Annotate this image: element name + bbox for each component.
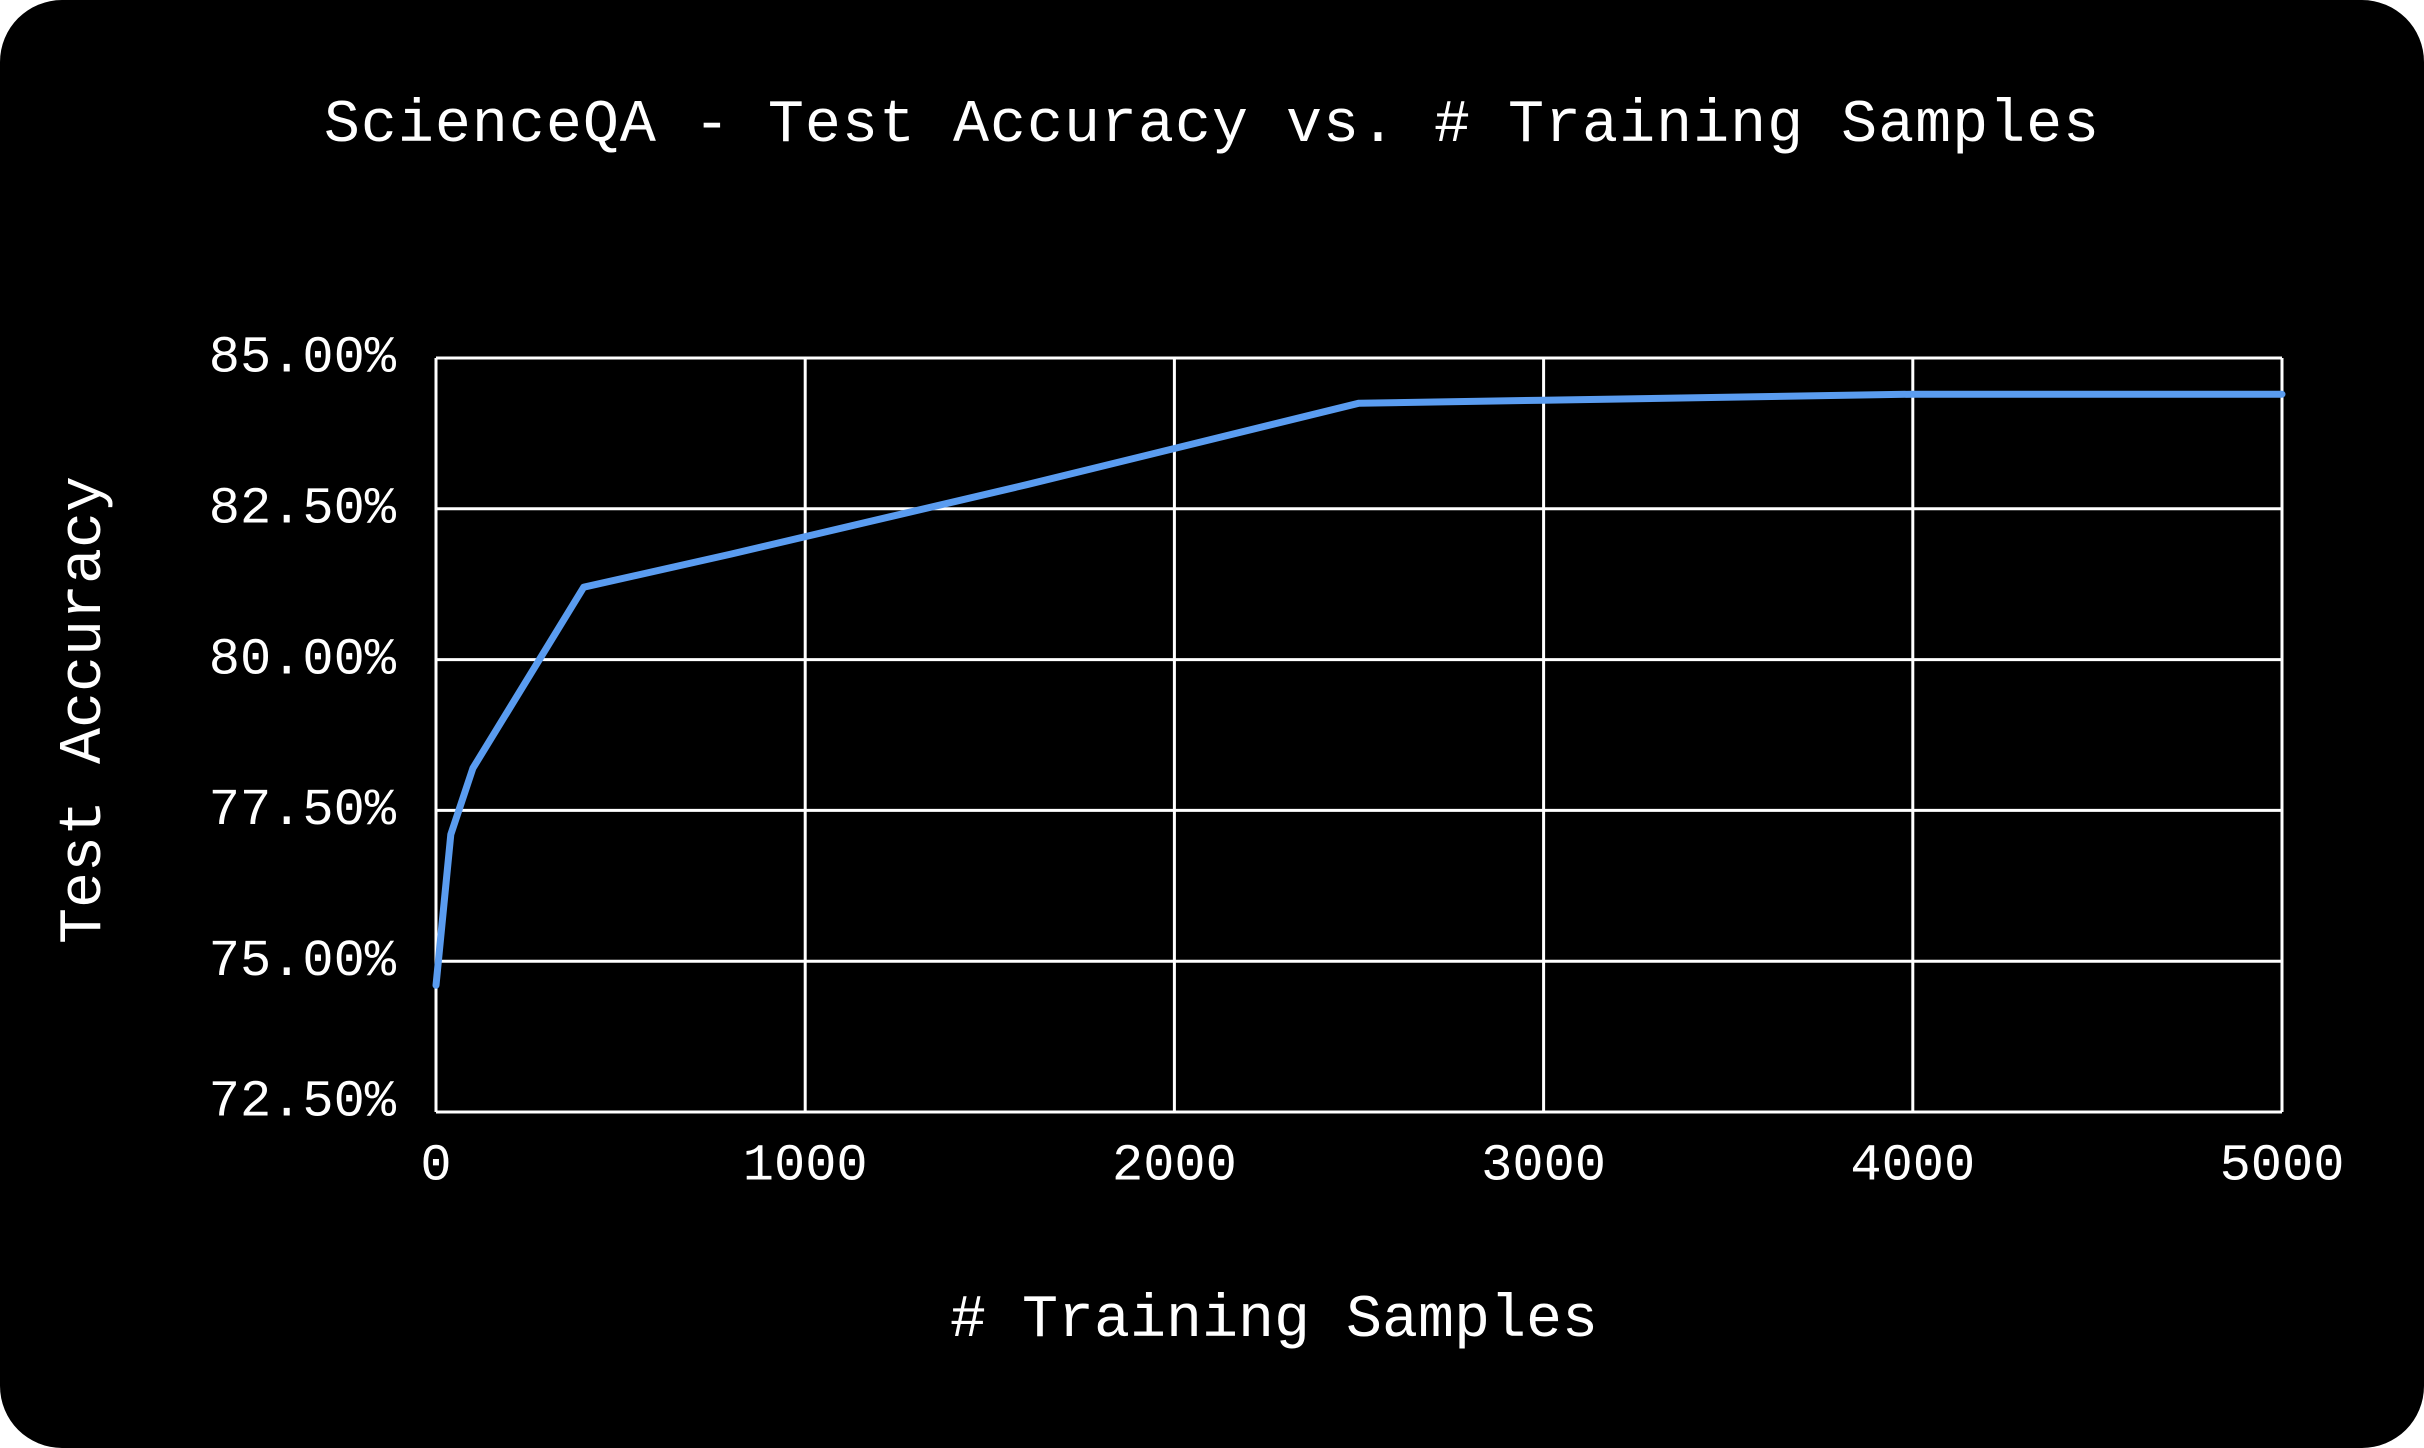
y-axis-label: Test Accuracy <box>51 476 119 944</box>
y-tick-label-1: 82.50% <box>209 480 397 539</box>
grid <box>434 356 2284 1114</box>
x-axis-ticks: 0 1000 2000 3000 4000 5000 <box>420 1137 2344 1196</box>
chart-title: ScienceQA - Test Accuracy vs. # Training… <box>323 92 2101 160</box>
y-axis-ticks: 85.00% 82.50% 80.00% 77.50% 75.00% 72.50% <box>209 329 397 1132</box>
y-tick-label-5: 72.50% <box>209 1073 397 1132</box>
y-tick-label-2: 80.00% <box>209 630 397 689</box>
x-tick-label-0: 0 <box>420 1137 451 1196</box>
x-tick-label-1: 1000 <box>743 1137 868 1196</box>
x-tick-label-3: 3000 <box>1481 1137 1606 1196</box>
y-tick-label-0: 85.00% <box>209 329 397 388</box>
x-tick-label-5: 5000 <box>2220 1137 2345 1196</box>
x-tick-label-2: 2000 <box>1112 1137 1237 1196</box>
series-line-0 <box>432 390 2286 989</box>
x-tick-label-4: 4000 <box>1850 1137 1975 1196</box>
y-tick-label-3: 77.50% <box>209 781 397 840</box>
y-tick-label-4: 75.00% <box>209 932 397 991</box>
x-axis-label: # Training Samples <box>950 1287 1598 1355</box>
series-layer <box>432 390 2286 989</box>
